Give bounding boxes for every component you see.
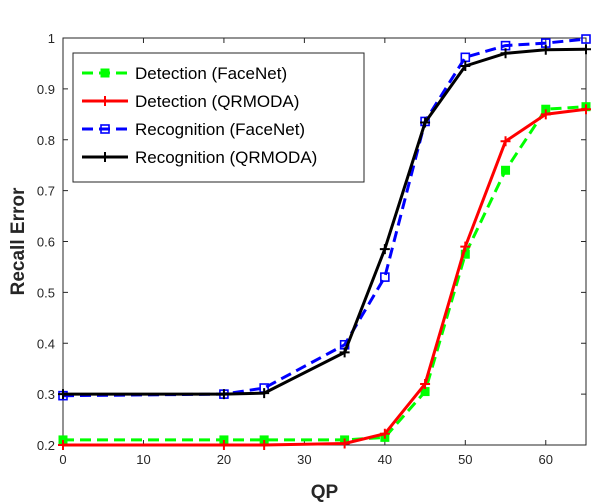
y-tick-label: 0.4 (37, 336, 55, 351)
data-point-marker (58, 440, 68, 450)
y-tick-label: 0.3 (37, 387, 55, 402)
series-line (63, 105, 587, 442)
data-point-marker (581, 104, 591, 115)
x-tick-label: 60 (539, 452, 553, 467)
data-point-marker (540, 109, 551, 120)
data-point-marker (460, 241, 471, 252)
legend-item: Recognition (FaceNet) (82, 120, 305, 139)
legend-label: Recognition (FaceNet) (135, 120, 305, 139)
data-point-marker (379, 428, 390, 439)
legend-marker (100, 96, 110, 106)
series-line (63, 107, 587, 447)
data-point-marker (218, 389, 229, 400)
data-point-marker (58, 389, 68, 400)
data-point-marker (259, 388, 270, 399)
x-axis-title: QP (311, 482, 339, 502)
legend-label: Recognition (QRMODA) (135, 148, 317, 167)
y-tick-label: 0.9 (37, 82, 55, 97)
legend-label: Detection (QRMODA) (135, 92, 299, 111)
data-point-marker (500, 48, 511, 59)
data-point-marker (339, 347, 350, 358)
data-point-marker (501, 165, 511, 175)
legend-marker (100, 152, 110, 162)
data-point-marker (380, 272, 390, 282)
y-axis-title: Recall Error (8, 187, 29, 295)
legend-item: Detection (FaceNet) (82, 64, 287, 83)
series-1 (58, 104, 591, 450)
series-line (62, 37, 587, 398)
y-tick-label: 0.8 (37, 133, 55, 148)
x-tick-label: 20 (217, 452, 231, 467)
y-tick-label: 0.6 (37, 235, 55, 250)
x-tick-label: 50 (458, 452, 472, 467)
legend-marker (100, 68, 110, 78)
legend-item: Detection (QRMODA) (82, 92, 299, 111)
x-tick-label: 0 (59, 452, 66, 467)
data-point-marker (420, 117, 431, 128)
data-point-marker (540, 44, 551, 55)
series-layer (58, 34, 591, 450)
data-point-marker (379, 244, 390, 255)
data-point-marker (259, 440, 270, 450)
data-point-marker (581, 34, 591, 44)
data-point-marker (460, 60, 471, 71)
legend-label: Detection (FaceNet) (135, 64, 287, 83)
x-tick-label: 30 (297, 452, 311, 467)
y-tick-label: 0.2 (37, 438, 55, 453)
y-tick-label: 1 (48, 31, 55, 46)
series-line (63, 47, 587, 396)
x-tick-label: 40 (378, 452, 392, 467)
data-point-marker (500, 136, 511, 147)
series-3 (58, 44, 591, 400)
x-tick-label: 10 (136, 452, 150, 467)
data-point-marker (218, 440, 229, 450)
data-point-marker (581, 44, 591, 55)
y-tick-label: 0.5 (37, 285, 55, 300)
y-tick-label: 0.7 (37, 184, 55, 199)
data-point-marker (420, 378, 431, 389)
legend-marker (100, 124, 110, 134)
legend-item: Recognition (QRMODA) (82, 148, 317, 167)
data-point-marker (339, 438, 350, 449)
legend: Detection (FaceNet) Detection (QRMODA) Rec… (72, 52, 365, 183)
